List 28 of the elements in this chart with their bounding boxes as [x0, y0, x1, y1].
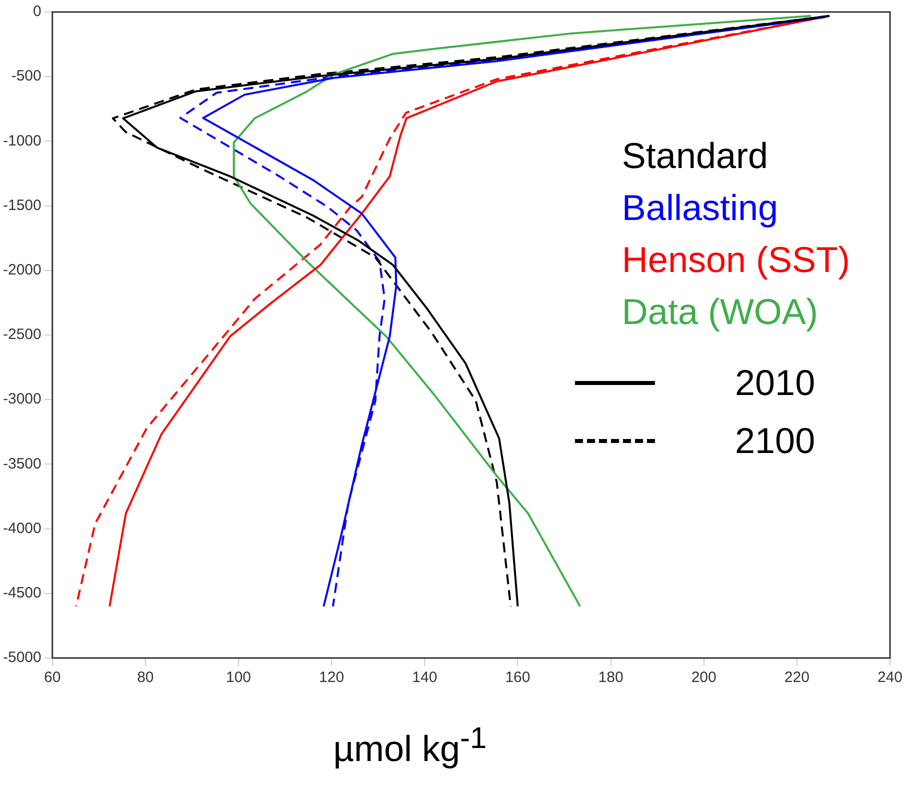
x-tick-label: 80	[137, 669, 154, 686]
text: Henson (SST)	[622, 238, 850, 282]
x-tick-label: 180	[598, 669, 624, 686]
y-tick-label: -500	[11, 68, 42, 85]
y-tick-label: -3000	[2, 390, 42, 408]
x-tick-label: 160	[505, 669, 530, 686]
y-tick-label: -3500	[2, 455, 42, 472]
x-tick-label: 220	[784, 669, 810, 686]
text: Data (WOA)	[622, 290, 819, 334]
y-tick-label: 0	[33, 3, 42, 20]
annotation: 2100	[735, 420, 816, 462]
annotation: 2010	[735, 362, 816, 404]
y-tick-label: -2500	[2, 326, 42, 344]
x-tick-label: 100	[226, 669, 252, 686]
x-tick-label: 140	[412, 669, 438, 686]
x-tick-label: 120	[319, 669, 344, 686]
y-tick-label: -1500	[2, 196, 42, 214]
y-tick-label: -4500	[2, 584, 42, 602]
y-tick-label: -4000	[2, 520, 42, 537]
x-axis-title: µmol kg$^{-1}$	[332, 722, 488, 770]
y-tick-label: -2000	[2, 262, 42, 279]
text: Ballasting	[622, 186, 780, 230]
x-tick-label: 60	[44, 669, 61, 686]
y-tick-label: -1000	[2, 132, 42, 150]
x-tick-label: 240	[877, 669, 903, 686]
text: Standard	[622, 134, 770, 178]
y-tick-label: -5000	[2, 649, 42, 666]
x-tick-label: 200	[691, 669, 716, 686]
